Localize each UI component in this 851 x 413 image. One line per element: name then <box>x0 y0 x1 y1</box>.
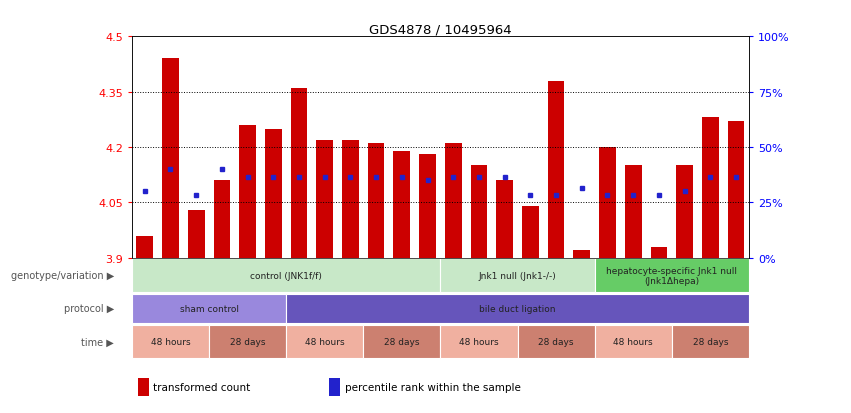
Bar <box>445 144 461 258</box>
Bar <box>138 378 149 396</box>
Bar <box>595 325 671 358</box>
Bar <box>209 325 286 358</box>
Bar <box>363 325 441 358</box>
Bar <box>132 325 209 358</box>
Text: 48 hours: 48 hours <box>460 337 499 346</box>
Bar <box>214 181 231 258</box>
Text: 28 days: 28 days <box>693 337 728 346</box>
Bar <box>595 259 749 292</box>
Text: 48 hours: 48 hours <box>614 337 653 346</box>
Bar <box>132 259 441 292</box>
Text: 28 days: 28 days <box>384 337 420 346</box>
Text: transformed count: transformed count <box>153 382 251 392</box>
Bar <box>625 166 642 258</box>
Bar <box>286 325 363 358</box>
Bar <box>728 122 745 258</box>
Text: genotype/variation ▶: genotype/variation ▶ <box>11 271 114 281</box>
Bar <box>188 210 204 258</box>
Bar <box>517 325 595 358</box>
Bar <box>329 378 340 396</box>
Title: GDS4878 / 10495964: GDS4878 / 10495964 <box>369 23 511 36</box>
Bar <box>393 151 410 258</box>
Text: 28 days: 28 days <box>539 337 574 346</box>
Bar <box>239 126 256 258</box>
Bar <box>291 89 307 258</box>
Bar <box>441 325 517 358</box>
Bar <box>599 147 616 258</box>
Bar <box>342 140 359 258</box>
Text: 48 hours: 48 hours <box>305 337 345 346</box>
Bar <box>471 166 488 258</box>
Text: time ▶: time ▶ <box>81 337 114 347</box>
Bar <box>496 181 513 258</box>
Bar <box>136 236 153 258</box>
Bar <box>162 59 179 258</box>
Bar <box>317 140 333 258</box>
Bar <box>441 259 595 292</box>
Text: hepatocyte-specific Jnk1 null
(Jnk1Δhepa): hepatocyte-specific Jnk1 null (Jnk1Δhepa… <box>606 266 737 285</box>
Bar <box>702 118 719 258</box>
Bar <box>671 325 749 358</box>
Text: Jnk1 null (Jnk1-/-): Jnk1 null (Jnk1-/-) <box>478 271 557 280</box>
Bar <box>677 166 693 258</box>
Text: 48 hours: 48 hours <box>151 337 191 346</box>
Bar <box>368 144 385 258</box>
Text: bile duct ligation: bile duct ligation <box>479 304 556 313</box>
Bar <box>574 251 590 258</box>
Bar <box>420 155 436 258</box>
Text: sham control: sham control <box>180 304 238 313</box>
Text: control (JNK1f/f): control (JNK1f/f) <box>250 271 322 280</box>
Bar <box>132 294 286 324</box>
Text: percentile rank within the sample: percentile rank within the sample <box>345 382 521 392</box>
Text: protocol ▶: protocol ▶ <box>64 304 114 314</box>
Bar <box>286 294 749 324</box>
Bar <box>650 247 667 258</box>
Bar <box>522 206 539 258</box>
Text: 28 days: 28 days <box>230 337 266 346</box>
Bar <box>548 81 564 258</box>
Bar <box>265 129 282 258</box>
